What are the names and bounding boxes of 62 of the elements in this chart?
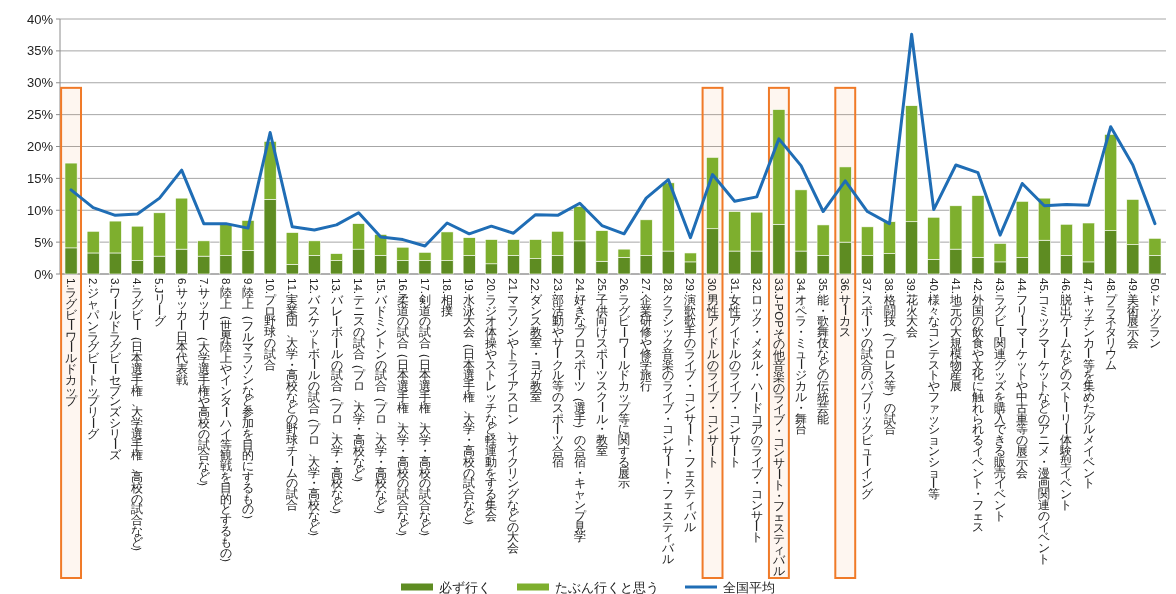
x-tick-label: 25.子供向けスポーツスクール・教室 [595, 278, 608, 457]
x-tick-label: 11.実業団、大学・高校などの野球チームの試合 [285, 278, 299, 511]
x-tick-label: 8.陸上（世界陸上やインターハイ等観戦を目的とするもの） [219, 278, 232, 569]
x-tick-label: 47.キッチンカー等を集めたグルメイベント [1082, 278, 1095, 490]
x-tick-label: 22.ダンス教室・ヨガ教室 [529, 278, 542, 403]
x-tick-label: 32.ロック・メタル・ハードコアのライブ・コンサート [750, 278, 763, 544]
x-tick-label: 41.地元の大規模物産展 [949, 278, 962, 393]
x-tick-label: 21.マラソンやトライアスロン、サイクリングなどの大会 [507, 278, 520, 555]
x-tick-label: 48.プラネタリウム [1104, 278, 1117, 371]
x-tick-label: 26.ラグビーワールドカップ等に関する展示 [617, 278, 631, 490]
y-tick-label: 30% [26, 75, 53, 91]
x-tick-label: 24.好きなプロスポーツ（選手）の合宿・キャンプ見学 [573, 278, 586, 544]
x-tick-label: 12.バスケットボールの試合（プロ、大学・高校など） [308, 278, 321, 543]
legend-label: 必ず行く [439, 579, 491, 594]
x-tick-label: 10.プロ野球の試合 [264, 278, 277, 371]
x-tick-label: 37.スポーツの試合のパブリックビューイング [861, 278, 874, 501]
y-tick-label: 0% [34, 266, 53, 282]
x-tick-label: 38.格闘技（プロレス等）の試合 [883, 278, 896, 436]
x-tick-label: 13.バレーボールの試合（プロ、大学・高校など） [330, 278, 343, 522]
x-tick-label: 36.サーカス [838, 278, 852, 339]
x-tick-label: 35.能・歌舞伎などの伝統芸能 [817, 278, 830, 425]
x-tick-label: 43.ラグビー関連グッズを購入できる販売イベント [993, 278, 1007, 522]
x-tick-label: 27.企業研修や修学旅行 [640, 278, 653, 393]
x-tick-label: 4.ラグビー（日本選手権、大学選手権、高校の試合など） [131, 278, 144, 559]
x-tick-label: 42.外国の飲食や文化に触れられるイベント・フェス [971, 278, 984, 533]
x-tick-label: 16.柔道の試合（日本選手権、大学・高校の試合など） [396, 278, 409, 543]
y-tick-label: 20% [26, 139, 53, 154]
x-tick-label: 23.部活動やサークル等のスポーツ合宿 [551, 278, 564, 468]
x-tick-label: 17.剣道の試合（日本選手権、大学・高校の試合など） [418, 278, 431, 543]
x-tick-label: 29.演歌歌手のライブ・コンサート・フェスティバル [684, 278, 697, 533]
x-tick-label: 33.J-POPその他音楽のライブ・コンサート・フェスティバル [772, 278, 785, 578]
y-tick-label: 40% [26, 11, 53, 27]
x-tick-label: 9.陸上（フルマラソンなど参加を目的にするもの） [241, 278, 254, 526]
x-tick-label: 49.美術展示会 [1126, 278, 1139, 349]
x-tick-label: 2.ジャパンラグビートップリーグ [86, 278, 100, 440]
x-tick-label: 15.バドミントンの試合（プロ、大学・高校など） [374, 278, 387, 522]
x-tick-label: 20.ラジオ体操やストレッチなど軽運動をする集会 [485, 278, 498, 522]
x-tick-label: 5.Jリーグ [153, 278, 166, 327]
x-tick-label: 50.ドッグラン [1148, 278, 1161, 349]
x-tick-label: 14.テニスの試合（プロ、大学・高校など） [352, 278, 365, 489]
x-tick-label: 40.様々なコンテストやファッションショー等 [927, 278, 940, 501]
x-tick-label: 7.サッカー（大学選手権や高校の試合など） [197, 278, 210, 494]
y-tick-label: 5% [34, 234, 53, 250]
x-tick-label: 31.女性アイドルのライブ・コンサート [728, 278, 741, 468]
x-tick-label: 46.脱出ゲームなどのストーリー体験型イベント [1060, 278, 1073, 511]
x-tick-label: 19.水泳大会（日本選手権、大学・高校の試合など） [462, 278, 476, 533]
x-tick-label: 44.フリーマーケットや中古車等の展示会 [1015, 278, 1029, 479]
x-tick-label: 1.ラグビーワールドカップ [64, 278, 78, 408]
x-tick-label: 18.相撲 [440, 278, 454, 317]
y-tick-label: 10% [26, 202, 53, 218]
x-tick-label: 3.ワールドラグビーセブンズシリーズ [108, 278, 122, 462]
legend-label: 全国平均 [723, 579, 775, 594]
x-tick-label: 39.花火大会 [905, 278, 918, 339]
x-tick-label: 45.コミックマーケットなどのアニメ・漫画関連のイベント [1037, 278, 1051, 565]
x-tick-label: 30.男性アイドルのライブ・コンサート [706, 278, 719, 468]
y-tick-label: 35% [26, 43, 53, 59]
x-tick-label: 28.クラシック音楽のライブ・コンサート・フェスティバル [661, 278, 675, 565]
legend-label: たぶん行くと思う [555, 579, 659, 594]
x-tick-label: 6.サッカー日本代表戦 [175, 278, 188, 386]
x-tick-label: 34.オペラ・ミュージカル・舞台 [794, 278, 807, 436]
y-tick-label: 25% [26, 107, 53, 123]
y-tick-label: 15% [26, 170, 53, 186]
